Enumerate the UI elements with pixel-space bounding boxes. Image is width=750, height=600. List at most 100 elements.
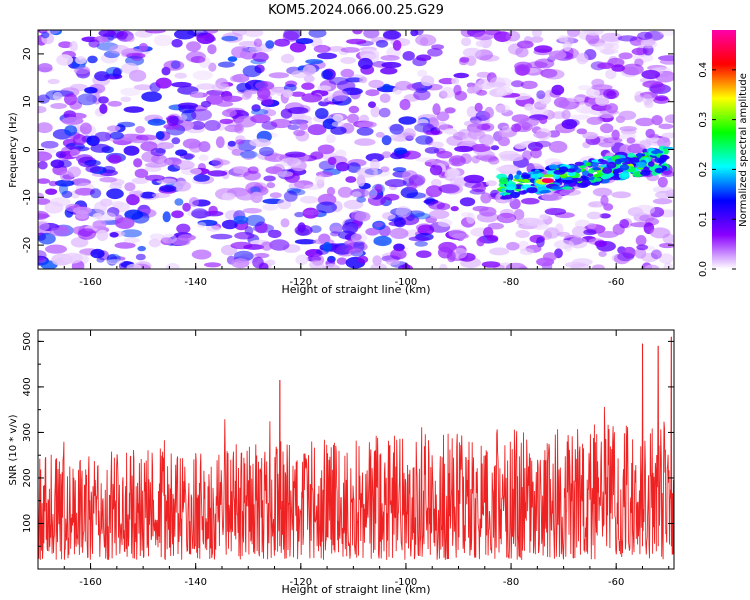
spectrogram-cell [586,116,603,125]
spectrogram-cell [381,151,392,159]
signal-cell [574,161,584,166]
spectrogram-cell [186,41,201,52]
signal-cell [562,180,574,184]
x-tick-label: -120 [289,277,312,288]
spectrogram-cell [539,214,549,220]
signal-cell [635,161,647,168]
spectrogram-cell [294,224,313,236]
spectrogram-cell [467,86,475,94]
spectrogram-cell [395,206,411,218]
signal-cell [526,187,538,194]
spectrogram-cell [617,35,638,42]
spectrogram-cell [591,78,605,88]
spectrogram-plot-area [38,30,674,269]
snr-x-axis-label: Height of straight line (km) [281,583,430,596]
signal-cell [640,170,651,176]
spectrogram-cell [446,250,456,263]
spectrogram-cell [259,146,274,157]
spectrogram-cell [207,44,217,55]
spectrogram-cell [569,114,591,120]
spectrogram-cell [120,87,141,97]
spectrogram-cell [238,40,258,47]
y-tick-label: 500 [22,332,33,351]
spectrogram-cell [151,192,171,199]
spectrogram-cell [133,158,143,168]
spectrogram-cell [414,122,435,133]
spectrogram-cell [634,94,644,102]
spectrogram-cell [317,85,332,91]
colorbar-label: Normalized spectral amplitude [738,73,749,227]
spectrogram-cell [38,232,56,245]
spectrogram-cell [345,176,357,183]
spectrogram-cell [359,76,368,84]
x-tick-label: -80 [503,577,519,588]
spectrogram-cell [117,121,136,128]
spectrogram-cell [173,180,192,192]
spectrogram-cell [598,251,607,257]
signal-cell [606,161,617,169]
spectrogram-cell [605,69,617,80]
spectrogram-cell [489,247,510,256]
spectrogram-cell [380,55,400,61]
spectrogram-cell [109,131,124,140]
spectrogram-cell [602,137,623,144]
y-tick-label: 200 [22,468,33,487]
spectrogram-cell [167,164,181,172]
signal-cell [566,168,576,173]
spectrogram-cell [140,191,157,199]
spectrogram-cell [70,237,89,248]
spectrogram-cell [497,122,509,131]
spectrogram-cell [501,125,512,133]
spectrogram-cell [384,193,400,201]
spectrogram-cell [235,139,245,145]
spectrogram-cell [358,57,373,70]
spectrogram-cell [657,137,671,149]
spectrogram-cell [634,247,647,259]
spectrogram-cell [444,128,458,135]
spectrogram-cell [38,257,47,263]
spectrogram-cell [370,158,380,171]
signal-cell [654,167,664,174]
spectrogram-cell [340,57,356,64]
signal-cell [505,186,516,191]
spectrogram-cell [493,31,511,42]
spectrogram-cell [350,233,368,243]
spectrogram-cell [515,47,529,58]
spectrogram-cell [285,151,306,158]
spectrogram-cell [463,174,485,184]
spectrogram-cell [38,151,53,162]
spectrogram-cell [536,90,546,99]
spectrogram-cell [331,226,342,232]
spectrogram-cell [611,64,625,72]
spectrogram-cell [381,135,392,146]
spectrogram-cell [600,195,609,206]
spectrogram-cell [171,81,192,88]
colorbar-gradient [712,30,736,269]
spectrogram-cell [233,215,249,225]
spectrogram-cell [368,79,384,89]
spectrogram-cell [351,210,363,221]
spectrogram-cell [58,159,72,168]
spectrogram-cell [586,211,602,220]
spectrogram-cell [182,202,191,212]
spectrogram-cell [288,181,305,191]
spectrogram-cell [111,201,124,209]
signal-cell [593,177,602,182]
spectrogram-cell [639,214,655,222]
spectrogram-cell [541,192,563,201]
spectrogram-cell [644,264,660,269]
spectrogram-cell [38,213,50,219]
spectrogram-cell [424,147,440,154]
spectrogram-cell [394,147,408,155]
signal-cell [551,185,562,190]
spectrogram-cell [574,102,594,114]
spectrogram-cell [406,192,426,199]
signal-cell [509,191,520,199]
spectrogram-cell [280,218,290,228]
spectrogram-cell [395,80,412,91]
spectrogram-cell [479,206,497,217]
spectrogram-cell [490,145,500,151]
spectrogram-cell [451,77,460,85]
spectrogram-cell [294,211,305,218]
spectrogram-cell [106,188,124,200]
